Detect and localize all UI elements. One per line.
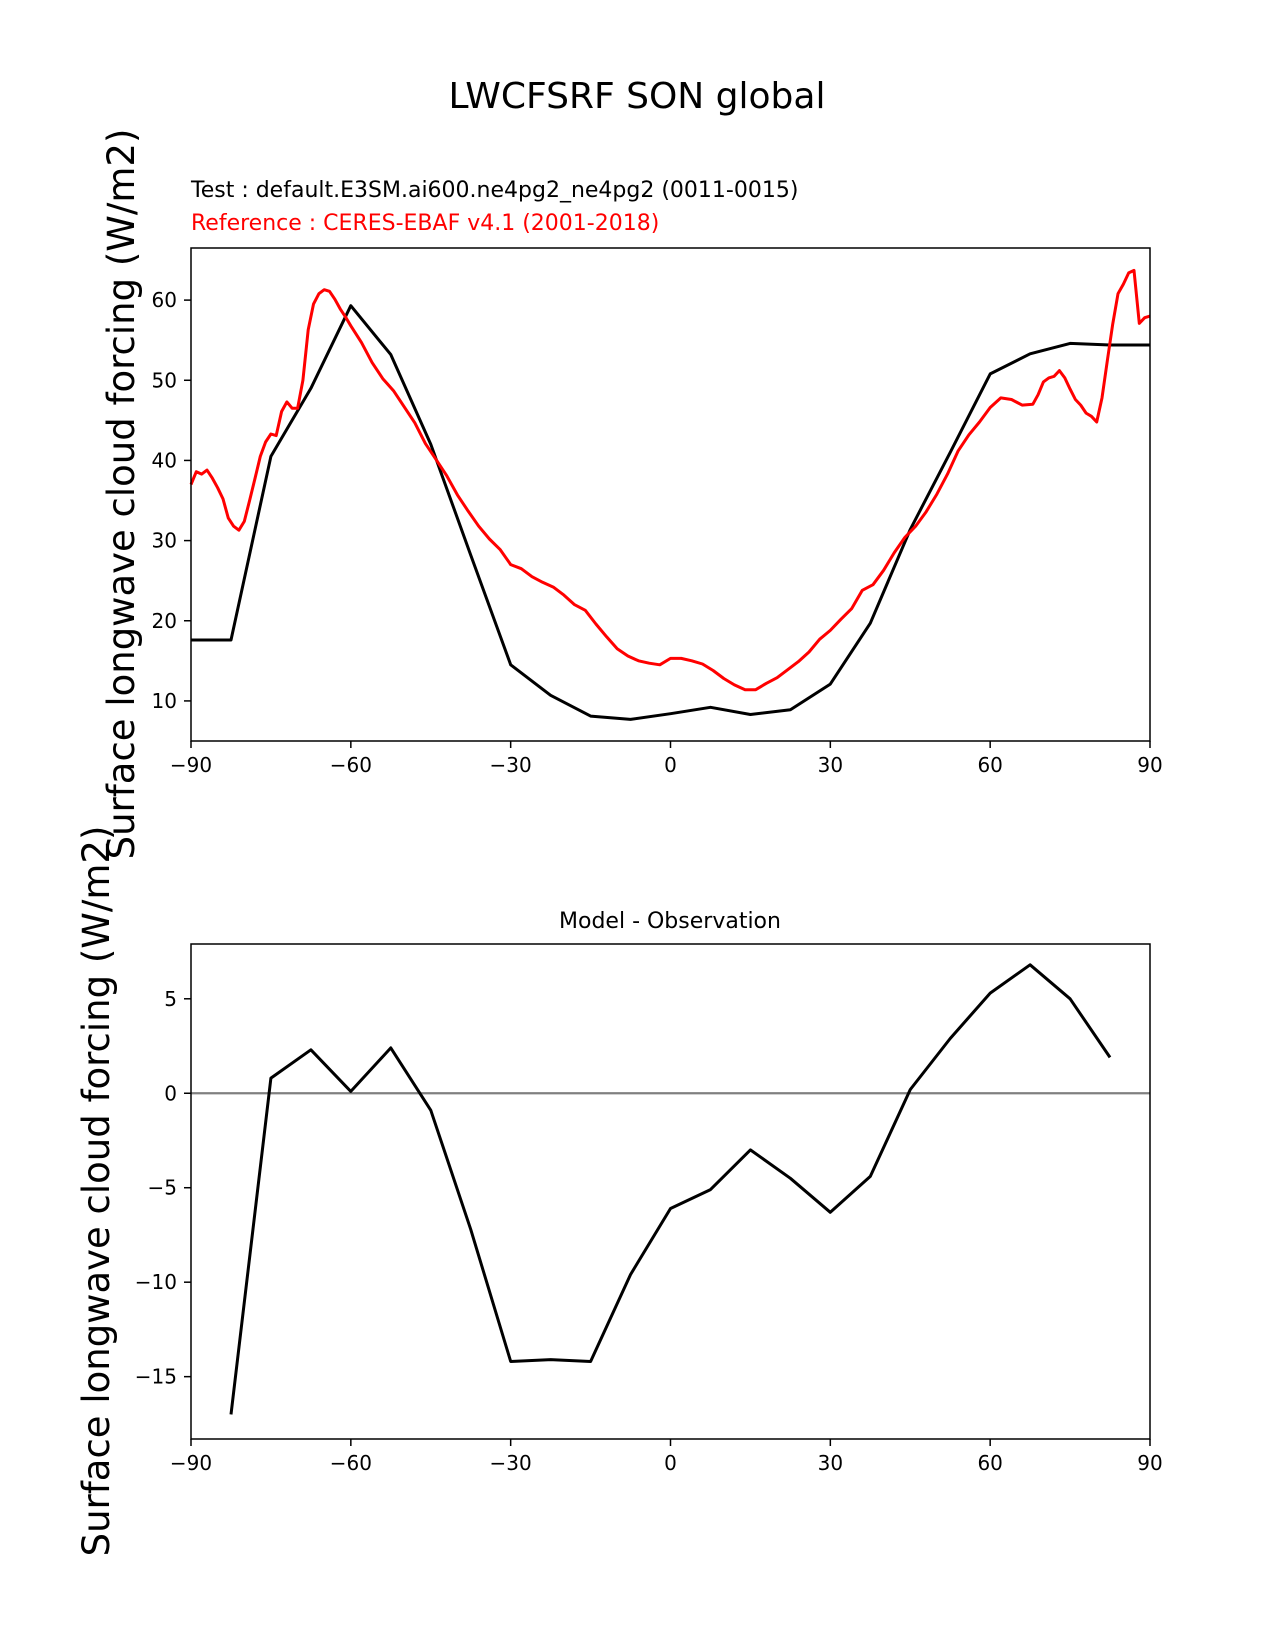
y-tick-label: 30 <box>152 529 177 553</box>
plot-frame-bottom <box>190 943 1151 1440</box>
plot-frame-top <box>190 247 1151 742</box>
series-line-test <box>191 304 1150 721</box>
panel-test-vs-reference: Test : default.E3SM.ai600.ne4pg2_ne4pg2 … <box>100 129 1163 860</box>
x-tick-label: 0 <box>664 1451 677 1475</box>
y-tick-label: 50 <box>152 368 177 392</box>
y-tick-label: 60 <box>152 288 177 312</box>
x-tick-label: 30 <box>818 753 843 777</box>
y-tick-label: 20 <box>152 609 177 633</box>
ylabel-bottom: Surface longwave cloud forcing (W/m2) <box>75 826 118 1557</box>
reference-title: Reference : CERES-EBAF v4.1 (2001-2018) <box>191 211 659 236</box>
y-tick-label: −10 <box>135 1270 177 1294</box>
y-tick-label: −5 <box>148 1176 177 1200</box>
x-tick-label: −30 <box>490 1451 532 1475</box>
ylabel-top: Surface longwave cloud forcing (W/m2) <box>100 129 143 860</box>
x-tick-label: −60 <box>330 753 372 777</box>
y-tick-label: 5 <box>164 987 177 1011</box>
x-tick-label: 60 <box>977 753 1002 777</box>
series-line-reference <box>189 268 1151 692</box>
x-tick-label: 30 <box>818 1451 843 1475</box>
y-tick-label: 40 <box>152 448 177 472</box>
x-tick-label: −60 <box>330 1451 372 1475</box>
x-tick-label: −90 <box>170 1451 212 1475</box>
panel-difference: Model - Observation −90 −60 −30 0 30 60 90 −15 −… <box>75 826 1163 1557</box>
series-line-model-observation <box>229 963 1112 1415</box>
x-tick-label: 0 <box>664 753 677 777</box>
y-tick-label: 0 <box>164 1081 177 1105</box>
test-title: Test : default.E3SM.ai600.ne4pg2_ne4pg2 … <box>190 178 798 203</box>
difference-title: Model - Observation <box>559 909 781 934</box>
x-tick-label: 90 <box>1137 1451 1162 1475</box>
x-tick-label: 90 <box>1137 753 1162 777</box>
x-tick-label: −90 <box>170 753 212 777</box>
figure-suptitle: LWCFSRF SON global <box>449 76 826 117</box>
x-tick-label: −30 <box>490 753 532 777</box>
x-tick-label: 60 <box>977 1451 1002 1475</box>
y-tick-label: 10 <box>152 689 177 713</box>
y-tick-label: −15 <box>135 1365 177 1389</box>
